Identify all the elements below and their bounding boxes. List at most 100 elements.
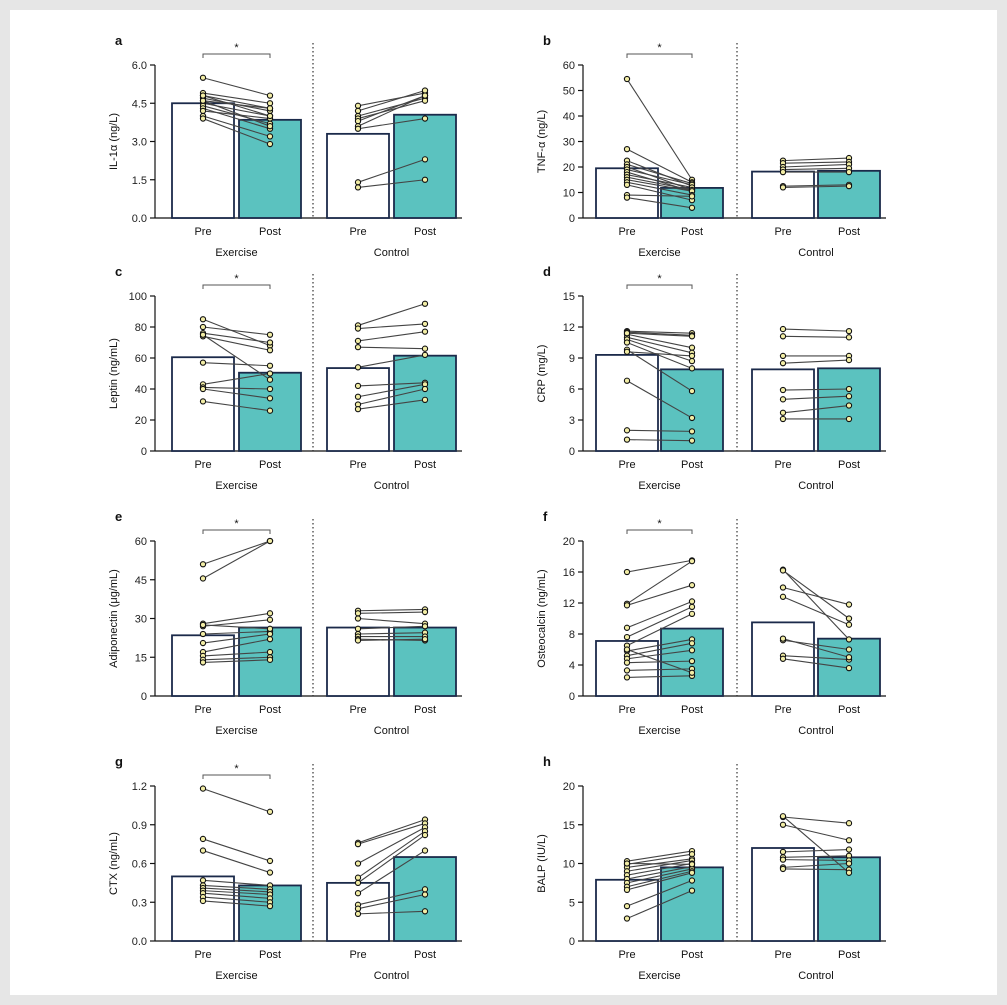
pre-point-exercise — [199, 316, 207, 323]
pre-bar-control — [751, 170, 815, 219]
post-point-control — [845, 327, 853, 335]
y-tick-label: 80 — [135, 322, 147, 334]
pre-point-exercise — [199, 659, 207, 666]
post-point-exercise — [688, 887, 696, 894]
pre-point-control — [354, 102, 362, 109]
y-tick-label: 20 — [135, 415, 147, 427]
pre-point-exercise — [199, 877, 207, 884]
pre-point-control — [354, 184, 362, 191]
post-label: Post — [414, 704, 436, 716]
pre-point-exercise — [199, 835, 207, 843]
post-label: Post — [838, 704, 860, 716]
post-point-exercise — [266, 362, 274, 369]
y-tick-label: 10 — [563, 188, 575, 200]
post-label: Post — [838, 949, 860, 961]
post-point-exercise — [266, 610, 274, 617]
pre-point-control — [354, 874, 362, 881]
paired-line-control — [782, 395, 850, 400]
pre-point-control — [779, 352, 787, 360]
paired-line-exercise — [202, 624, 271, 630]
post-point-exercise — [266, 902, 274, 910]
post-point-exercise — [266, 123, 274, 130]
paired-line-exercise — [626, 868, 693, 884]
post-point-control — [845, 646, 853, 653]
paired-line-control — [357, 617, 426, 625]
pre-point-control — [779, 655, 787, 662]
pre-point-exercise — [623, 674, 631, 681]
pre-point-control — [354, 125, 362, 132]
pre-point-exercise — [199, 785, 207, 792]
panel-f: f Osteocalcin (ng/mL) 0 4 8 12 16 20 * Pre Post Pre… — [536, 509, 886, 737]
y-tick-label: 4 — [569, 660, 575, 672]
paired-line-exercise — [626, 859, 693, 872]
y-tick-label: 30 — [135, 614, 147, 626]
post-point-exercise — [688, 603, 696, 611]
pre-point-exercise — [623, 667, 631, 674]
y-tick-label: 40 — [135, 384, 147, 396]
significance-bracket — [626, 529, 693, 534]
paired-line-exercise — [626, 166, 693, 191]
y-tick-label: 12 — [563, 598, 575, 610]
post-point-exercise — [688, 610, 696, 617]
paired-line-exercise — [626, 866, 693, 880]
paired-line-control — [782, 570, 850, 619]
y-tick-label: 0.9 — [132, 820, 147, 832]
y-tick-label: 20 — [563, 162, 575, 174]
y-axis-title: Osteocalcin (ng/mL) — [536, 569, 548, 667]
paired-line-control — [782, 359, 850, 364]
pre-point-control — [354, 107, 362, 115]
pre-label: Pre — [194, 704, 211, 716]
paired-line-control — [782, 404, 850, 414]
post-point-exercise — [266, 370, 274, 377]
post-point-control — [845, 860, 853, 867]
pre-point-control — [354, 382, 362, 390]
pre-bar-control — [326, 132, 390, 219]
paired-line-exercise — [626, 163, 693, 185]
y-tick-label: 1.2 — [132, 781, 147, 793]
paired-line-control — [357, 100, 426, 120]
pre-point-control — [779, 386, 787, 394]
y-tick-label: 40 — [563, 111, 575, 123]
figure-canvas: a IL-1α (ng/L) 0.0 1.5 3.0 4.5 6.0 * Pre Post Pre P… — [108, 33, 886, 982]
y-tick-label: 45 — [135, 575, 147, 587]
pre-point-control — [779, 848, 787, 856]
pre-point-control — [779, 821, 787, 828]
pre-label: Pre — [194, 949, 211, 961]
pre-label: Pre — [349, 226, 366, 238]
paired-line-control — [357, 383, 426, 398]
post-point-control — [421, 891, 429, 898]
paired-line-exercise — [202, 788, 271, 813]
pre-point-control — [354, 637, 362, 644]
pre-point-control — [779, 325, 787, 333]
pre-point-exercise — [623, 659, 631, 666]
pre-point-control — [354, 405, 362, 413]
post-bar-control — [817, 367, 881, 452]
paired-line-exercise — [202, 77, 271, 97]
post-point-control — [845, 415, 853, 423]
post-point-control — [421, 97, 429, 104]
pre-point-exercise — [623, 902, 631, 910]
paired-line-exercise — [202, 892, 271, 899]
paired-line-exercise — [202, 887, 271, 893]
pre-point-exercise — [623, 145, 631, 153]
paired-line-control — [357, 95, 426, 122]
pre-point-control — [779, 360, 787, 367]
panel-letter: c — [115, 264, 122, 279]
paired-line-exercise — [202, 838, 271, 862]
post-bar-control — [393, 354, 457, 452]
group-label-control: Control — [374, 725, 409, 737]
post-point-exercise — [688, 437, 696, 444]
paired-line-exercise — [202, 612, 271, 625]
pre-label: Pre — [194, 459, 211, 471]
panel-e: e Adiponectin (μg/mL) 0 15 30 45 60 * Pre Post Pre… — [108, 509, 462, 737]
pre-label: Pre — [618, 949, 635, 961]
paired-line-control — [782, 855, 850, 858]
significance-marker: * — [234, 42, 239, 54]
y-axis-title: CTX (ng/mL) — [108, 832, 120, 895]
significance-marker: * — [657, 42, 662, 54]
paired-line-exercise — [626, 336, 693, 354]
post-point-exercise — [266, 395, 274, 402]
post-point-control — [421, 92, 429, 99]
significance-bracket — [202, 774, 271, 779]
